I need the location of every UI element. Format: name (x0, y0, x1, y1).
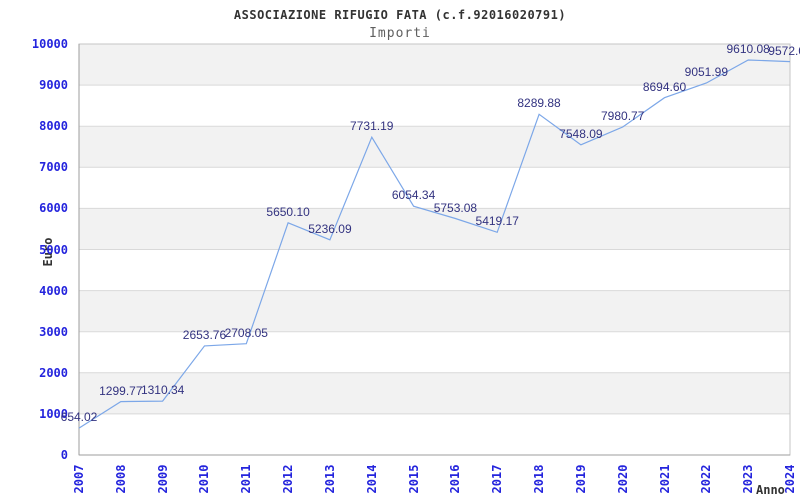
x-tick-label: 2009 (155, 464, 170, 494)
chart-title: ASSOCIAZIONE RIFUGIO FATA (c.f.920160207… (233, 8, 567, 22)
x-tick-label: 2011 (239, 464, 254, 494)
data-point-label: 2708.05 (224, 325, 268, 340)
x-tick-label: 2012 (281, 464, 296, 494)
x-tick-label: 2023 (741, 464, 756, 494)
y-tick-label: 6000 (39, 201, 68, 216)
data-point-label: 5419.17 (475, 214, 519, 229)
x-tick-label: 2019 (573, 464, 588, 494)
x-tick-label: 2015 (406, 464, 421, 494)
y-tick-label: 3000 (39, 324, 68, 339)
chart-subtitle: Importi (369, 26, 431, 41)
y-tick-label: 4000 (39, 283, 68, 298)
x-tick-label: 2022 (699, 464, 714, 494)
data-point-label: 654.02 (60, 410, 98, 425)
x-tick-label: 2010 (197, 464, 212, 494)
plot-band (79, 85, 790, 127)
plot-band (79, 290, 790, 332)
data-point-label: 9610.08 (726, 42, 770, 57)
data-point-label: 7548.09 (559, 126, 603, 141)
data-point-label: 5753.08 (433, 200, 478, 215)
x-tick-label: 2014 (364, 464, 379, 494)
plot-band (79, 372, 790, 414)
y-tick-label: 2000 (39, 365, 68, 380)
y-tick-label: 0 (60, 448, 68, 462)
data-point-label: 1299.77 (99, 383, 143, 398)
y-tick-label: 8000 (39, 119, 68, 134)
x-tick-label: 2020 (615, 464, 630, 494)
data-point-label: 8289.88 (517, 96, 561, 111)
data-point-label: 1310.34 (140, 383, 185, 398)
data-series-line (78, 59, 791, 429)
data-point-label: 9572.00 (768, 43, 800, 58)
x-tick-label: 2017 (490, 464, 505, 494)
x-axis-label: Anno (756, 483, 785, 497)
x-tick-label: 2018 (532, 464, 547, 494)
x-tick-label: 2016 (448, 464, 463, 494)
data-point-label: 8694.60 (642, 79, 687, 94)
data-point-label: 7980.77 (601, 108, 645, 123)
plot-band (79, 167, 790, 209)
data-point-label: 9051.99 (684, 64, 729, 79)
x-tick-label: 2013 (322, 464, 337, 494)
plot-band (79, 331, 790, 373)
data-point-label: 5650.10 (266, 204, 310, 219)
data-point-label: 5236.09 (308, 221, 352, 236)
data-point-label: 7731.19 (350, 119, 394, 134)
data-point-label: 2653.76 (182, 327, 227, 342)
y-tick-label: 10000 (31, 37, 68, 51)
y-tick-label: 9000 (39, 78, 68, 93)
x-tick-label: 2024 (783, 464, 797, 494)
plot-band (79, 413, 790, 455)
x-tick-label: 2007 (72, 464, 86, 494)
data-point-label: 6054.34 (391, 188, 436, 203)
x-tick-label: 2008 (113, 464, 128, 494)
plot-band (79, 126, 790, 168)
plot-band (79, 44, 790, 86)
x-tick-label: 2021 (657, 464, 672, 494)
y-tick-label: 7000 (39, 160, 68, 175)
plot-band (79, 208, 790, 250)
plot-band (79, 249, 790, 291)
y-tick-label: 1000 (39, 406, 68, 421)
y-tick-label: 5000 (39, 242, 68, 257)
